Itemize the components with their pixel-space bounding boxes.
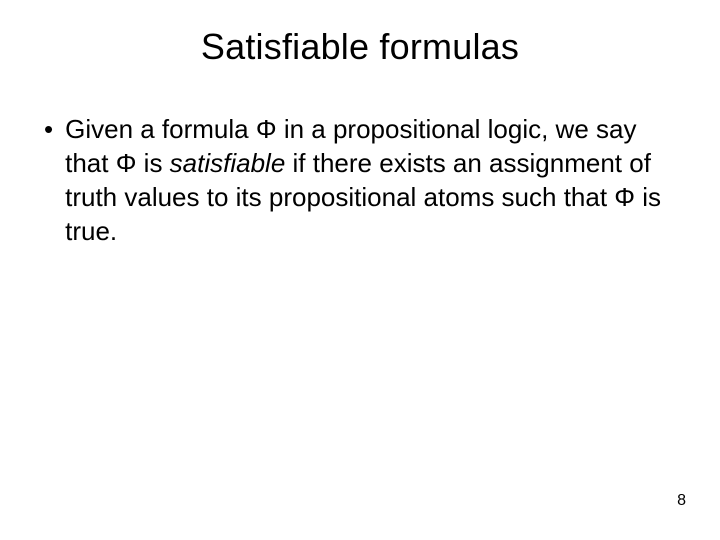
- slide: Satisfiable formulas • Given a formula Φ…: [0, 0, 720, 540]
- page-number: 8: [677, 492, 686, 510]
- bullet-marker: •: [44, 112, 53, 146]
- bullet-item: • Given a formula Φ in a propositional l…: [48, 112, 672, 248]
- slide-title: Satisfiable formulas: [48, 26, 672, 68]
- bullet-text: Given a formula Φ in a propositional log…: [65, 112, 672, 248]
- bullet-italic: satisfiable: [170, 148, 286, 178]
